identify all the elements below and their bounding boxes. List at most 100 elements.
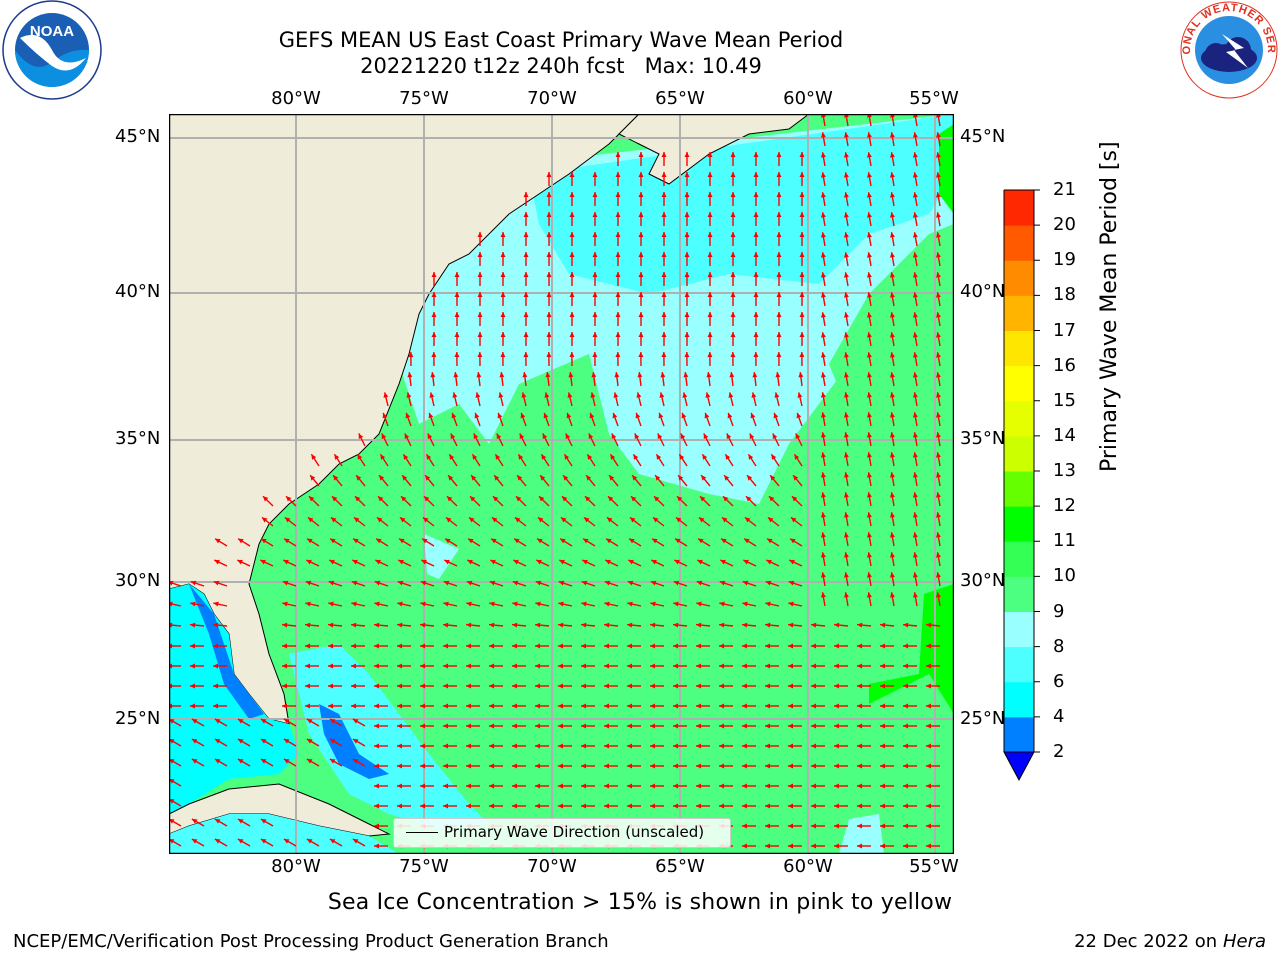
wave-vector-head bbox=[696, 803, 701, 809]
wave-vector-head bbox=[776, 192, 782, 197]
wave-vector-head bbox=[765, 743, 770, 749]
wave-vector-head bbox=[843, 372, 849, 378]
wave-vector-head bbox=[903, 743, 908, 749]
wave-vector-head bbox=[684, 352, 690, 358]
wave-vector-head bbox=[397, 663, 402, 669]
wave-vector-head bbox=[935, 332, 941, 338]
wave-vector-head bbox=[466, 783, 471, 789]
wave-vector-head bbox=[742, 823, 747, 829]
wave-vector-head bbox=[935, 152, 941, 158]
wave-vector-head bbox=[512, 743, 517, 749]
wave-vector-head bbox=[706, 372, 712, 378]
wave-vector-head bbox=[866, 212, 872, 218]
wave-vector-head bbox=[926, 763, 931, 769]
wave-vector-head bbox=[730, 212, 736, 217]
wave-vector-head bbox=[788, 703, 793, 709]
wave-vector-head bbox=[520, 412, 526, 419]
wave-vector-head bbox=[632, 475, 638, 481]
wave-vector-head bbox=[834, 803, 839, 809]
wave-vector-head bbox=[820, 392, 826, 398]
wave-vector-head bbox=[191, 719, 198, 724]
wave-vector-head bbox=[454, 312, 460, 317]
wave-vector-head bbox=[614, 372, 620, 378]
wave-vector-head bbox=[558, 601, 564, 607]
wave-vector-head bbox=[765, 763, 770, 769]
lat-label-left: 35°N bbox=[115, 428, 161, 449]
wave-vector-head bbox=[843, 392, 849, 398]
wave-vector-head bbox=[799, 232, 805, 237]
wave-vector-head bbox=[237, 559, 243, 565]
land-canada bbox=[618, 114, 810, 185]
wave-vector-head bbox=[912, 352, 918, 358]
wave-vector-head bbox=[374, 843, 379, 849]
wave-vector-head bbox=[880, 683, 885, 689]
wave-vector-head bbox=[935, 352, 941, 358]
wave-vector-head bbox=[431, 272, 437, 277]
wave-vector-head bbox=[661, 212, 667, 217]
wave-vector-head bbox=[656, 454, 662, 460]
wave-vector-head bbox=[537, 517, 544, 523]
wave-vector-head bbox=[834, 843, 839, 849]
wave-vector-head bbox=[604, 683, 609, 689]
wave-vector-head bbox=[661, 312, 667, 317]
wave-vector-head bbox=[328, 601, 334, 607]
wave-vector-head bbox=[678, 475, 684, 481]
wave-vector-head bbox=[751, 392, 757, 398]
noaa-text: NOAA bbox=[30, 23, 74, 40]
wave-vector-head bbox=[903, 803, 908, 809]
wave-vector-head bbox=[634, 433, 640, 440]
wave-vector-head bbox=[397, 580, 404, 586]
wave-vector-head bbox=[820, 552, 826, 558]
wave-vector-head bbox=[707, 292, 713, 297]
wave-vector-head bbox=[889, 372, 895, 378]
wave-vector-head bbox=[519, 433, 525, 440]
wave-vector-head bbox=[489, 763, 494, 769]
wave-vector-head bbox=[843, 572, 849, 578]
wave-vector-head bbox=[889, 432, 895, 438]
wave-vector-head bbox=[569, 232, 575, 237]
wave-vector-head bbox=[661, 192, 667, 197]
wave-vector-head bbox=[443, 763, 448, 769]
colorbar-segment bbox=[1004, 611, 1034, 648]
wave-vector-head bbox=[682, 392, 688, 398]
wave-vector-head bbox=[866, 252, 872, 258]
wave-vector-head bbox=[169, 779, 175, 784]
wave-vector-head bbox=[454, 332, 460, 337]
wave-vector-head bbox=[190, 580, 197, 586]
wave-vector-head bbox=[375, 559, 381, 565]
wave-vector-head bbox=[397, 622, 403, 628]
wave-vector-head bbox=[674, 559, 680, 565]
wave-vector-head bbox=[627, 683, 632, 689]
wave-vector-head bbox=[615, 232, 621, 237]
wave-vector-head bbox=[719, 622, 725, 628]
wave-vector-head bbox=[582, 559, 588, 565]
wave-vector-head bbox=[535, 803, 540, 809]
wave-vector-head bbox=[843, 232, 849, 238]
wave-vector-head bbox=[676, 496, 683, 502]
wave-vector-head bbox=[719, 783, 724, 789]
wave-vector-head bbox=[443, 580, 450, 586]
wave-vector-head bbox=[935, 252, 941, 258]
wave-vector-head bbox=[638, 252, 644, 257]
wave-vector-head bbox=[586, 475, 592, 481]
wave-vector-head bbox=[673, 601, 679, 607]
wave-vector-head bbox=[742, 763, 747, 769]
wave-vector-head bbox=[912, 452, 918, 458]
wave-vector-head bbox=[466, 601, 472, 607]
wave-vector-head bbox=[477, 352, 483, 358]
wave-vector-head bbox=[719, 663, 724, 669]
wave-vector-head bbox=[443, 783, 448, 789]
wave-vector-head bbox=[935, 232, 941, 238]
wave-vector-head bbox=[650, 601, 656, 607]
wave-vector-head bbox=[742, 683, 747, 689]
wave-vector-head bbox=[561, 496, 568, 502]
wave-vector-head bbox=[213, 580, 220, 586]
wave-vector-head bbox=[707, 272, 713, 277]
wave-vector-head bbox=[569, 352, 575, 358]
wave-vector-head bbox=[880, 783, 885, 789]
wave-vector-head bbox=[857, 843, 862, 849]
wave-vector-head bbox=[581, 703, 586, 709]
wave-vector-head bbox=[753, 352, 759, 358]
wave-vector-head bbox=[652, 517, 659, 523]
wave-vector-head bbox=[673, 643, 678, 649]
